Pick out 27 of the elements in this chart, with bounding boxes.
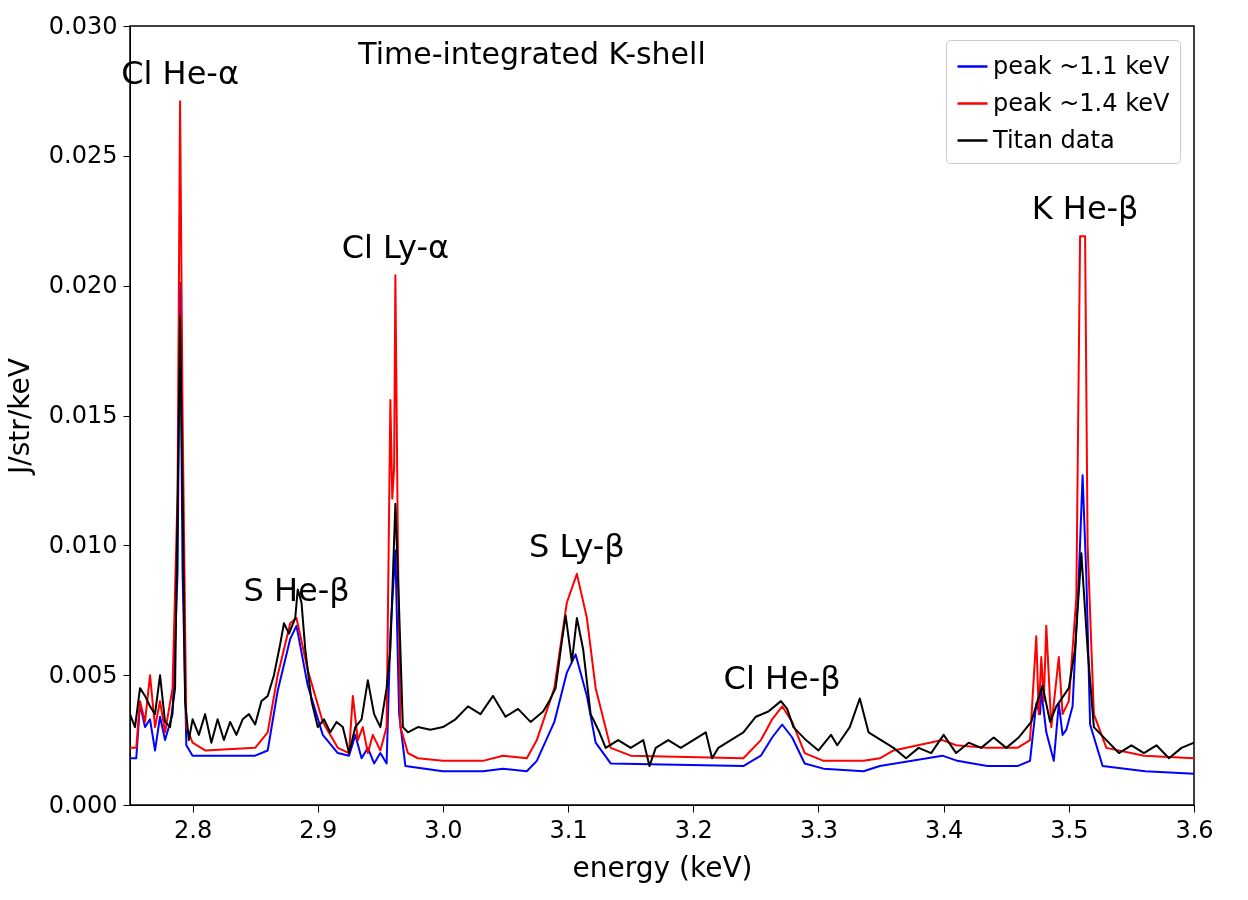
annotation: S Ly-β (529, 526, 625, 565)
chart-title: Time-integrated K-shell (357, 36, 706, 71)
annotation: S He-β (243, 571, 350, 610)
y-tick-label: 0.000 (48, 790, 118, 819)
x-tick-label: 2.9 (299, 815, 338, 844)
x-tick-label: 3.4 (925, 815, 964, 844)
y-tick-label: 0.030 (48, 11, 118, 40)
x-tick-label: 3.0 (424, 815, 463, 844)
x-tick-label: 3.1 (549, 815, 588, 844)
y-axis-title: J/str/keV (2, 358, 36, 476)
annotation: Cl Ly-α (341, 228, 450, 267)
annotation: Cl He-β (723, 659, 841, 698)
legend-label: peak ~1.1 keV (993, 51, 1170, 80)
x-tick-label: 2.8 (174, 815, 213, 844)
x-tick-label: 3.5 (1050, 815, 1089, 844)
x-tick-label: 3.3 (799, 815, 839, 844)
y-tick-label: 0.010 (48, 530, 118, 559)
annotation: K He-β (1031, 189, 1139, 228)
legend-label: peak ~1.4 keV (993, 88, 1170, 117)
y-tick-label: 0.025 (48, 141, 118, 170)
x-axis-title: energy (keV) (572, 850, 753, 884)
legend-label: Titan data (992, 125, 1115, 154)
x-tick-label: 3.6 (1175, 815, 1214, 844)
y-tick-label: 0.015 (48, 401, 118, 429)
y-tick-label: 0.005 (48, 660, 118, 689)
x-tick-label: 3.2 (674, 815, 713, 844)
y-tick-label: 0.020 (48, 271, 118, 300)
